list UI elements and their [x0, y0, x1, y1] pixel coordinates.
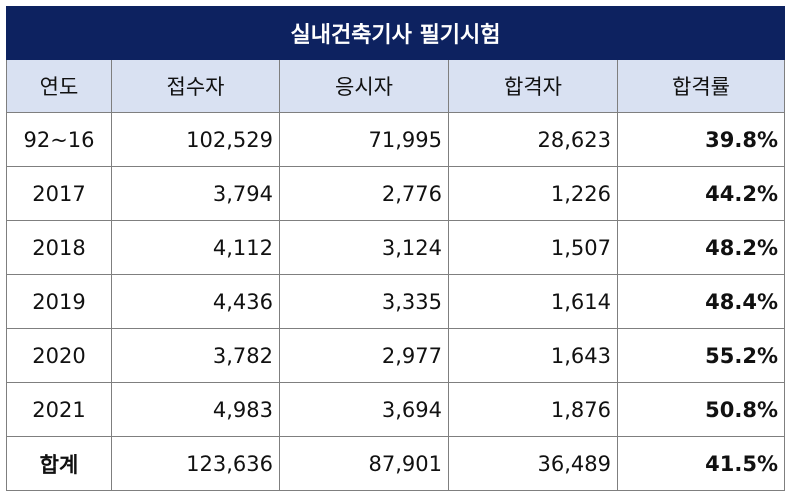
header-year: 연도 — [6, 59, 112, 113]
cell-passers: 1,643 — [448, 328, 618, 383]
cell-passers: 1,507 — [448, 220, 618, 275]
header-row: 연도 접수자 응시자 합격자 합격률 — [6, 59, 786, 113]
table-row: 2020 3,782 2,977 1,643 55.2% — [6, 328, 786, 383]
table-row: 92~16 102,529 71,995 28,623 39.8% — [6, 112, 786, 167]
exam-stats-table-wrapper: 실내건축기사 필기시험 연도 접수자 응시자 합격자 합격률 92~16 102… — [5, 6, 786, 491]
exam-stats-table: 실내건축기사 필기시험 연도 접수자 응시자 합격자 합격률 92~16 102… — [5, 6, 786, 491]
cell-year: 2017 — [6, 166, 112, 221]
cell-total-passers: 36,489 — [448, 436, 618, 491]
cell-examinees: 2,977 — [279, 328, 449, 383]
header-examinees: 응시자 — [279, 59, 449, 113]
total-row: 합계 123,636 87,901 36,489 41.5% — [6, 436, 786, 491]
cell-examinees: 3,694 — [279, 382, 449, 437]
cell-passers: 28,623 — [448, 112, 618, 167]
cell-total-pass-rate: 41.5% — [616, 436, 786, 491]
cell-applicants: 4,983 — [111, 382, 280, 437]
table-row: 2018 4,112 3,124 1,507 48.2% — [6, 220, 786, 275]
table-row: 2021 4,983 3,694 1,876 50.8% — [6, 382, 786, 437]
cell-pass-rate: 50.8% — [616, 382, 786, 437]
cell-passers: 1,614 — [448, 274, 618, 329]
cell-year: 2019 — [6, 274, 112, 329]
header-passers: 합격자 — [448, 59, 618, 113]
header-applicants: 접수자 — [111, 59, 280, 113]
table-row: 2017 3,794 2,776 1,226 44.2% — [6, 166, 786, 221]
cell-examinees: 3,335 — [279, 274, 449, 329]
cell-applicants: 4,436 — [111, 274, 280, 329]
cell-year: 2021 — [6, 382, 112, 437]
cell-year: 2020 — [6, 328, 112, 383]
cell-examinees: 3,124 — [279, 220, 449, 275]
cell-applicants: 4,112 — [111, 220, 280, 275]
cell-total-applicants: 123,636 — [111, 436, 280, 491]
cell-pass-rate: 48.2% — [616, 220, 786, 275]
cell-examinees: 2,776 — [279, 166, 449, 221]
table-row: 2019 4,436 3,335 1,614 48.4% — [6, 274, 786, 329]
header-pass-rate: 합격률 — [616, 59, 786, 113]
cell-applicants: 102,529 — [111, 112, 280, 167]
cell-total-examinees: 87,901 — [279, 436, 449, 491]
cell-pass-rate: 48.4% — [616, 274, 786, 329]
cell-pass-rate: 39.8% — [616, 112, 786, 167]
cell-pass-rate: 44.2% — [616, 166, 786, 221]
cell-passers: 1,226 — [448, 166, 618, 221]
cell-year: 2018 — [6, 220, 112, 275]
cell-total-label: 합계 — [6, 436, 112, 491]
cell-examinees: 71,995 — [279, 112, 449, 167]
cell-pass-rate: 55.2% — [616, 328, 786, 383]
table-title: 실내건축기사 필기시험 — [5, 6, 786, 60]
cell-applicants: 3,782 — [111, 328, 280, 383]
cell-applicants: 3,794 — [111, 166, 280, 221]
cell-year: 92~16 — [6, 112, 112, 167]
cell-passers: 1,876 — [448, 382, 618, 437]
